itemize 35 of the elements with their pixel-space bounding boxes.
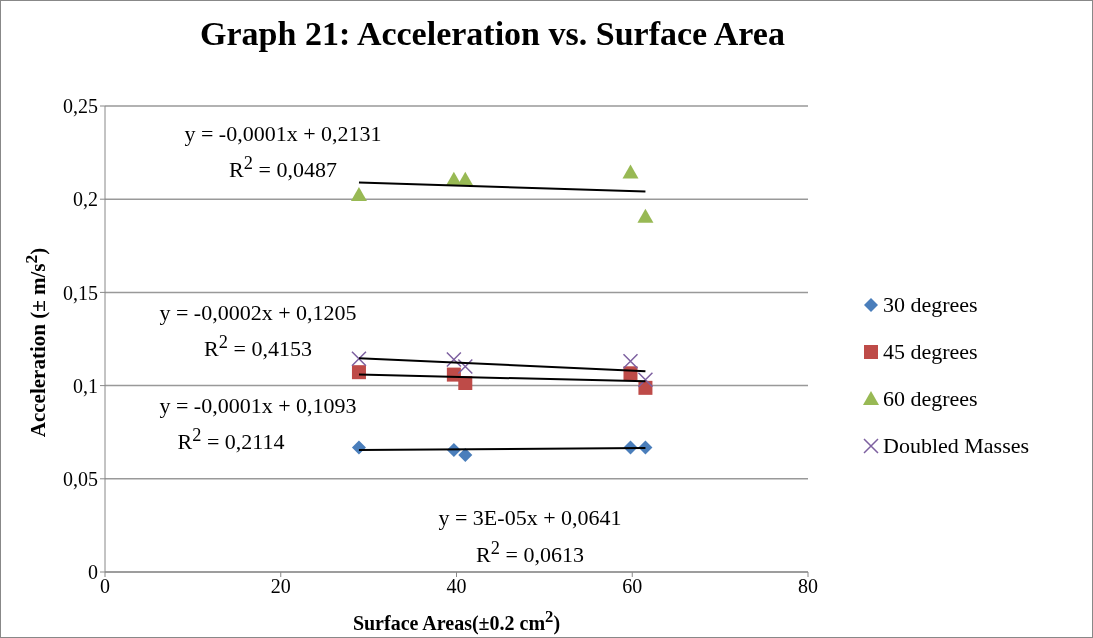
annotation: R$^{2}$ = 0,2114 bbox=[176, 424, 286, 457]
point bbox=[351, 351, 367, 367]
point bbox=[350, 186, 367, 201]
chart-title: Graph 21: Acceleration vs. Surface Area bbox=[199, 15, 786, 53]
point bbox=[351, 440, 366, 455]
point bbox=[457, 358, 474, 375]
legend-label: 30 degrees bbox=[883, 291, 978, 318]
point bbox=[622, 353, 639, 369]
legend-label: 60 degrees bbox=[883, 385, 978, 412]
annotation: R$^{2}$ = 0,0487 bbox=[228, 152, 338, 185]
y-tick-label: 0,2 bbox=[73, 188, 98, 211]
legend-label: Doubled Masses bbox=[883, 432, 1030, 459]
annotation: y = -0,0002x + 0,1205 bbox=[158, 299, 358, 327]
y-tick-label: 0,25 bbox=[63, 95, 98, 118]
annotation: y = -0,0001x + 0,2131 bbox=[183, 120, 383, 148]
x-tick-label: 80 bbox=[798, 575, 818, 598]
annotation: y = 3E-05x + 0,0641 bbox=[437, 504, 623, 532]
legend-label: 45 degrees bbox=[883, 338, 978, 365]
annotation: R$^{2}$ = 0,0613 bbox=[475, 537, 585, 570]
y-tick-label: 0,05 bbox=[63, 467, 98, 490]
point bbox=[351, 365, 366, 380]
y-tick-label: 0 bbox=[88, 561, 98, 584]
y-tick-label: 0,15 bbox=[63, 281, 98, 304]
point bbox=[458, 447, 473, 462]
x-axis-title: Surface Areas(±0.2 cm$^{2}$) bbox=[351, 606, 562, 635]
x-tick-label: 40 bbox=[446, 575, 467, 598]
point bbox=[637, 208, 654, 223]
annotation: y = -0,0001x + 0,1093 bbox=[158, 392, 358, 420]
x-tick-label: 60 bbox=[622, 575, 643, 598]
point bbox=[637, 372, 654, 388]
point bbox=[622, 164, 639, 179]
annotation: R$^{2}$ = 0,4153 bbox=[203, 331, 313, 364]
point bbox=[446, 351, 462, 368]
x-tick-label: 20 bbox=[270, 575, 291, 598]
y-tick-label: 0,1 bbox=[73, 374, 98, 397]
